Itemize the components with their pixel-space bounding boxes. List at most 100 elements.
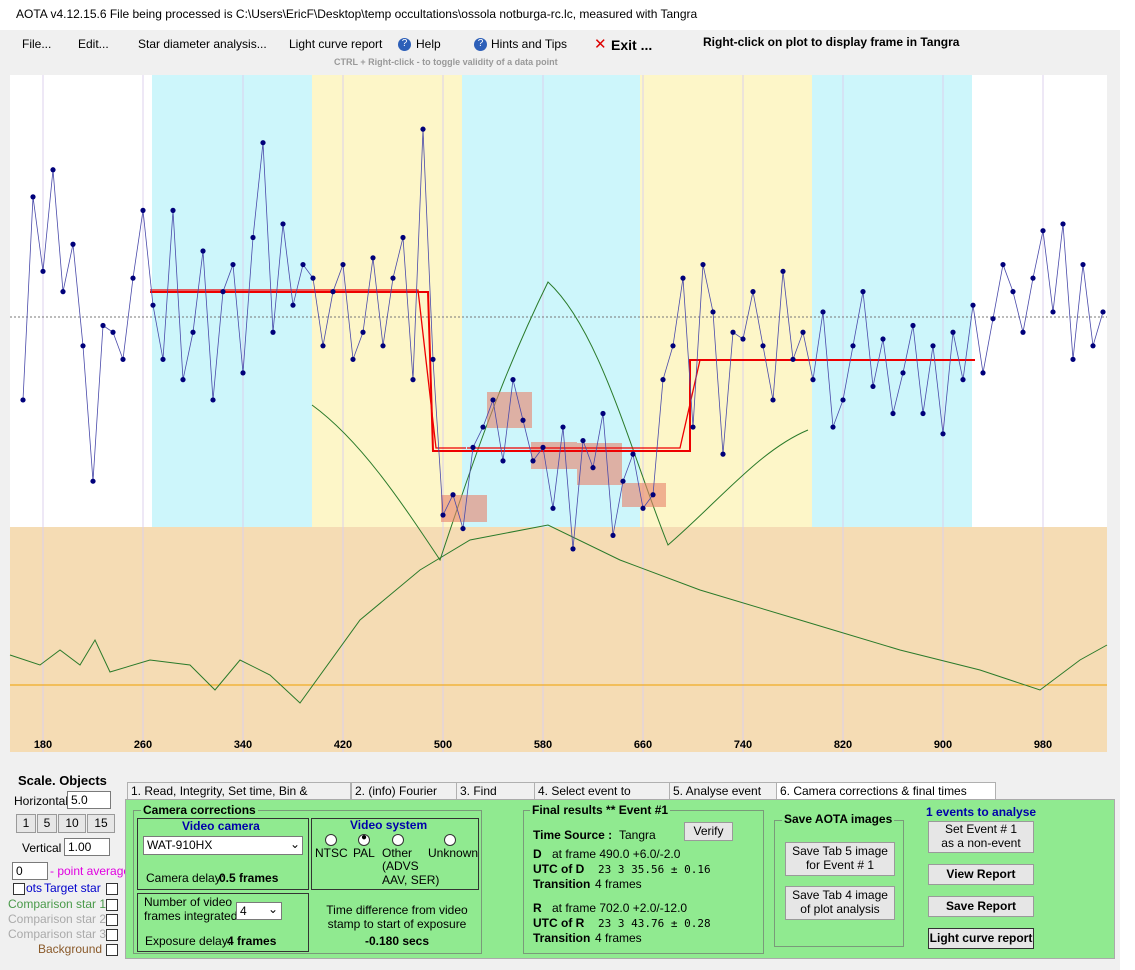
tab[interactable]: 1. Read, Integrity, Set time, Bin & norm… — [127, 782, 351, 814]
data-point — [480, 424, 486, 430]
frames-label: Number of video frames integrated — [144, 895, 238, 923]
checkbox[interactable] — [106, 899, 118, 911]
checkbox[interactable] — [106, 914, 118, 926]
save-tab4-button[interactable]: Save Tab 4 image of plot analysis — [785, 886, 895, 920]
data-point — [310, 275, 316, 281]
data-point — [80, 343, 86, 349]
menu-edit[interactable]: Edit... — [78, 37, 109, 51]
toggle-hint: CTRL + Right-click - to toggle validity … — [334, 57, 558, 67]
vertical-input[interactable]: 1.00 — [64, 838, 110, 856]
radio[interactable] — [444, 834, 456, 846]
data-point — [980, 370, 986, 376]
data-point — [170, 207, 176, 213]
data-point — [140, 207, 146, 213]
scale-button[interactable]: 1 — [16, 814, 36, 833]
view-report-button[interactable]: View Report — [928, 864, 1034, 885]
checkbox[interactable] — [106, 883, 118, 895]
radio[interactable] — [358, 834, 370, 846]
save-tab5-button[interactable]: Save Tab 5 image for Event # 1 — [785, 842, 895, 876]
data-point — [870, 383, 876, 390]
x-tick-label: 420 — [334, 739, 352, 751]
data-point — [290, 302, 296, 308]
data-point — [470, 444, 476, 450]
tab[interactable]: 2. (info) Fourier plot — [351, 782, 457, 814]
data-point — [950, 329, 956, 335]
horizontal-input[interactable]: 5.0 — [67, 791, 111, 809]
non-event-button[interactable]: Set Event # 1 as a non-event — [928, 821, 1034, 853]
utc-d-value: 23 3 35.56 ± 0.16 — [598, 863, 711, 876]
radio[interactable] — [325, 834, 337, 846]
data-point — [860, 289, 866, 295]
data-point — [850, 343, 856, 349]
menu-hints[interactable]: Hints and Tips — [491, 37, 568, 51]
utc-r-value: 23 3 43.76 ± 0.28 — [598, 917, 711, 930]
data-point — [130, 275, 136, 281]
data-point — [670, 343, 676, 349]
tab-active[interactable]: 6. Camera corrections & final times Even… — [776, 782, 996, 814]
checkbox[interactable] — [106, 929, 118, 941]
video-system-title: Video system — [350, 818, 428, 832]
menu-star-diameter[interactable]: Star diameter analysis... — [138, 37, 267, 51]
data-point — [320, 343, 326, 349]
data-point — [750, 289, 756, 295]
menu-light-curve[interactable]: Light curve report — [289, 37, 383, 51]
comparison-label: Comparison star 1 — [8, 897, 107, 911]
data-point — [350, 356, 356, 362]
verify-button[interactable]: Verify — [684, 822, 733, 841]
time-source-label: Time Source : — [533, 828, 613, 842]
menu-help[interactable]: Help — [416, 37, 441, 51]
checkbox[interactable] — [13, 883, 25, 895]
video-camera-box — [137, 818, 309, 890]
data-point — [70, 241, 76, 247]
horizontal-label: Horizontal — [14, 794, 69, 808]
transition-label: Transition — [533, 877, 591, 891]
data-point — [1070, 356, 1076, 362]
radio[interactable] — [392, 834, 404, 846]
light-curve-plot[interactable]: 180 260 340 420 500 580 660 740 820 900 980 — [0, 0, 1120, 760]
tab[interactable]: 3. Find events — [456, 782, 535, 814]
scale-button[interactable]: 15 — [87, 814, 115, 833]
data-point — [370, 255, 376, 261]
data-point — [580, 437, 586, 444]
x-tick-label: 500 — [434, 739, 452, 751]
dropdown-arrow: ⌄ — [290, 837, 301, 851]
delay-label: Camera delay: — [146, 871, 225, 885]
scale-button[interactable]: 5 — [37, 814, 57, 833]
data-point — [960, 377, 966, 383]
menu-file[interactable]: File... — [22, 37, 52, 51]
x-tick-label: 980 — [1034, 739, 1052, 751]
average-select[interactable]: 0 — [12, 862, 48, 880]
scale-heading: Scale. Objects — [18, 773, 107, 788]
camera-select[interactable]: WAT-910HX — [143, 836, 303, 855]
scale-button[interactable]: 10 — [58, 814, 86, 833]
average-label: - point average — [50, 864, 131, 878]
data-point — [400, 234, 406, 241]
data-point — [150, 302, 156, 308]
data-point — [410, 377, 416, 383]
x-tick-label: 660 — [634, 739, 652, 751]
data-point — [540, 444, 546, 450]
data-point — [740, 336, 746, 342]
data-point — [970, 302, 976, 308]
data-point — [450, 492, 456, 498]
save-report-button[interactable]: Save Report — [928, 896, 1034, 917]
data-point — [890, 410, 896, 417]
data-point — [710, 309, 716, 315]
r-transition: 4 frames — [595, 931, 642, 945]
frames-select[interactable]: 4 — [236, 902, 282, 920]
data-point — [160, 356, 166, 362]
comparison-curve — [9, 524, 1108, 704]
data-point — [240, 370, 246, 376]
data-point — [1080, 261, 1086, 268]
lc-report-button[interactable]: Light curve report — [928, 928, 1034, 949]
checkbox[interactable] — [106, 944, 118, 956]
tab[interactable]: 5. Analyse event #1 — [669, 782, 777, 814]
tab[interactable]: 4. Select event to analyse — [534, 782, 670, 814]
model-fit — [150, 291, 975, 452]
menu-exit[interactable]: Exit ... — [611, 37, 653, 53]
x-tick-label: 820 — [834, 739, 852, 751]
chi-curve — [311, 281, 809, 562]
data-point — [460, 525, 466, 532]
x-tick-label: 340 — [234, 739, 252, 751]
